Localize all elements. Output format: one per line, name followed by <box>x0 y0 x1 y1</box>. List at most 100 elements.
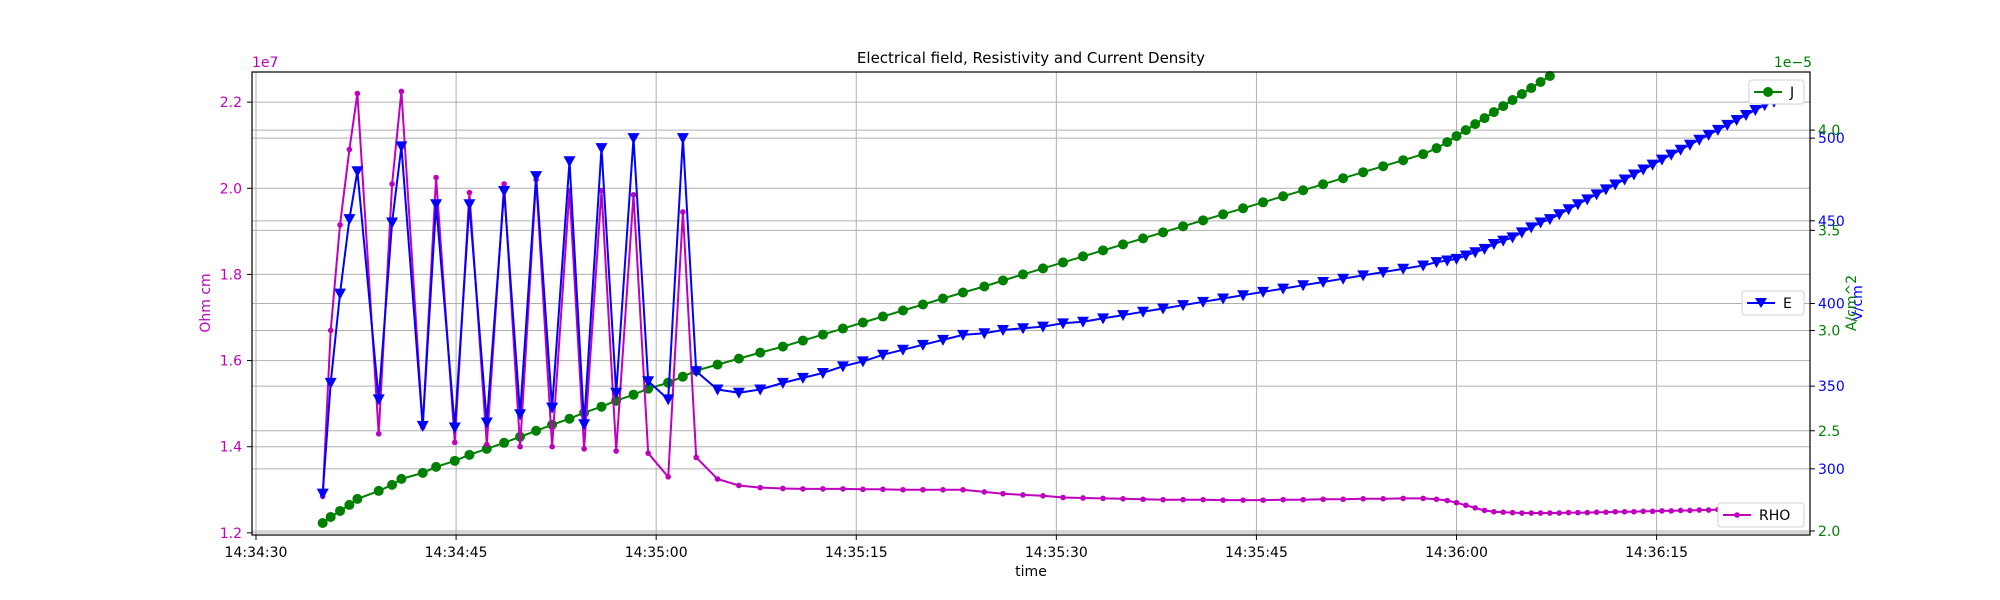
e-point <box>1497 235 1510 247</box>
j-point <box>1238 203 1249 214</box>
rho-point <box>389 181 395 187</box>
j-point <box>677 371 688 382</box>
rho-point <box>1621 508 1628 515</box>
j-point <box>1488 107 1499 118</box>
rho-point <box>1519 510 1525 516</box>
rho-point <box>517 443 523 450</box>
e-point <box>316 488 329 500</box>
j-tick-label: 3.5 <box>1818 223 1840 239</box>
rho-point <box>1528 510 1535 516</box>
e-point <box>334 288 347 300</box>
e-point <box>1702 129 1715 141</box>
chart-title: Electrical field, Resistivity and Curren… <box>857 49 1205 67</box>
j-point <box>1218 209 1229 220</box>
legend-rho: RHO <box>1717 502 1805 528</box>
j-point <box>1507 95 1518 106</box>
rho-point <box>1584 509 1591 516</box>
j-point <box>596 401 607 412</box>
rho-point <box>613 448 619 454</box>
x-tick-label: 14:34:30 <box>225 545 288 561</box>
rho-point <box>1060 494 1066 501</box>
e-point <box>1599 184 1612 196</box>
rho-tick-label: 1.6 <box>220 354 242 370</box>
e-point <box>978 328 991 340</box>
rho-point <box>327 327 334 334</box>
e-axis-label: V/cm <box>1850 285 1866 321</box>
e-point <box>1037 321 1050 333</box>
e-point <box>1137 306 1150 318</box>
j-point <box>396 473 407 484</box>
x-axis-label: time <box>1015 564 1047 580</box>
legend-e: E <box>1741 290 1805 316</box>
j-point <box>1318 179 1329 190</box>
j-point <box>1338 173 1349 184</box>
e-point <box>1297 280 1310 292</box>
j-point <box>1535 77 1546 88</box>
rho-point <box>1575 509 1581 516</box>
e-line <box>321 95 1784 494</box>
rho-point <box>880 486 886 493</box>
e-point <box>1478 243 1491 255</box>
j-point <box>387 479 398 490</box>
rho-point <box>1433 496 1440 503</box>
e-point <box>563 156 576 168</box>
rho-point <box>1080 495 1086 501</box>
j-axis-multiplier: 1e−5 <box>1774 55 1812 71</box>
rho-point <box>1677 507 1684 514</box>
rho-point <box>1472 505 1478 511</box>
j-point <box>1058 257 1069 268</box>
rho-point <box>375 430 382 437</box>
j-point <box>1038 263 1049 274</box>
e-point <box>1711 124 1724 136</box>
e-point <box>578 419 591 431</box>
e-point <box>1525 222 1538 234</box>
rho-point <box>354 90 361 97</box>
rho-point <box>1380 496 1386 502</box>
rho-point <box>645 450 651 456</box>
legend-j-marker <box>1763 87 1773 97</box>
j-point <box>344 499 355 510</box>
rho-point <box>1120 496 1126 502</box>
j-point <box>481 443 492 454</box>
j-point <box>373 485 384 496</box>
rho-point <box>398 88 405 95</box>
j-point <box>1516 89 1527 100</box>
e-point <box>530 171 543 183</box>
j-point <box>464 449 475 460</box>
e-point <box>1441 255 1454 267</box>
e-point <box>1543 214 1556 226</box>
j-point <box>1431 143 1442 154</box>
rho-point <box>451 439 458 446</box>
rho-point <box>714 476 721 482</box>
e-point <box>1487 238 1500 250</box>
e-point <box>324 377 337 389</box>
j-point <box>1198 215 1209 226</box>
legend-rho-label: RHO <box>1759 508 1790 524</box>
e-point <box>690 366 703 378</box>
rho-point <box>981 489 988 495</box>
rho-point <box>1280 496 1286 503</box>
e-point <box>610 387 623 399</box>
j-point <box>957 287 968 298</box>
j-point <box>1498 101 1509 112</box>
e-tick-label: 300 <box>1818 462 1845 478</box>
e-point <box>996 324 1009 336</box>
j-point <box>1470 119 1481 130</box>
e-point <box>1357 270 1370 282</box>
j-point <box>897 305 908 316</box>
e-point <box>1581 194 1594 206</box>
rho-point <box>860 486 866 493</box>
j-point <box>1544 71 1555 82</box>
j-point <box>1158 227 1169 238</box>
e-point <box>1237 290 1250 302</box>
series-e <box>316 91 1790 500</box>
e-point <box>1016 323 1029 335</box>
j-point <box>564 413 575 424</box>
rho-point <box>1400 495 1406 502</box>
j-point <box>733 353 744 364</box>
j-tick-label: 2.0 <box>1818 524 1840 540</box>
e-point <box>1562 204 1575 216</box>
e-point <box>1627 169 1640 181</box>
j-point <box>997 275 1008 286</box>
